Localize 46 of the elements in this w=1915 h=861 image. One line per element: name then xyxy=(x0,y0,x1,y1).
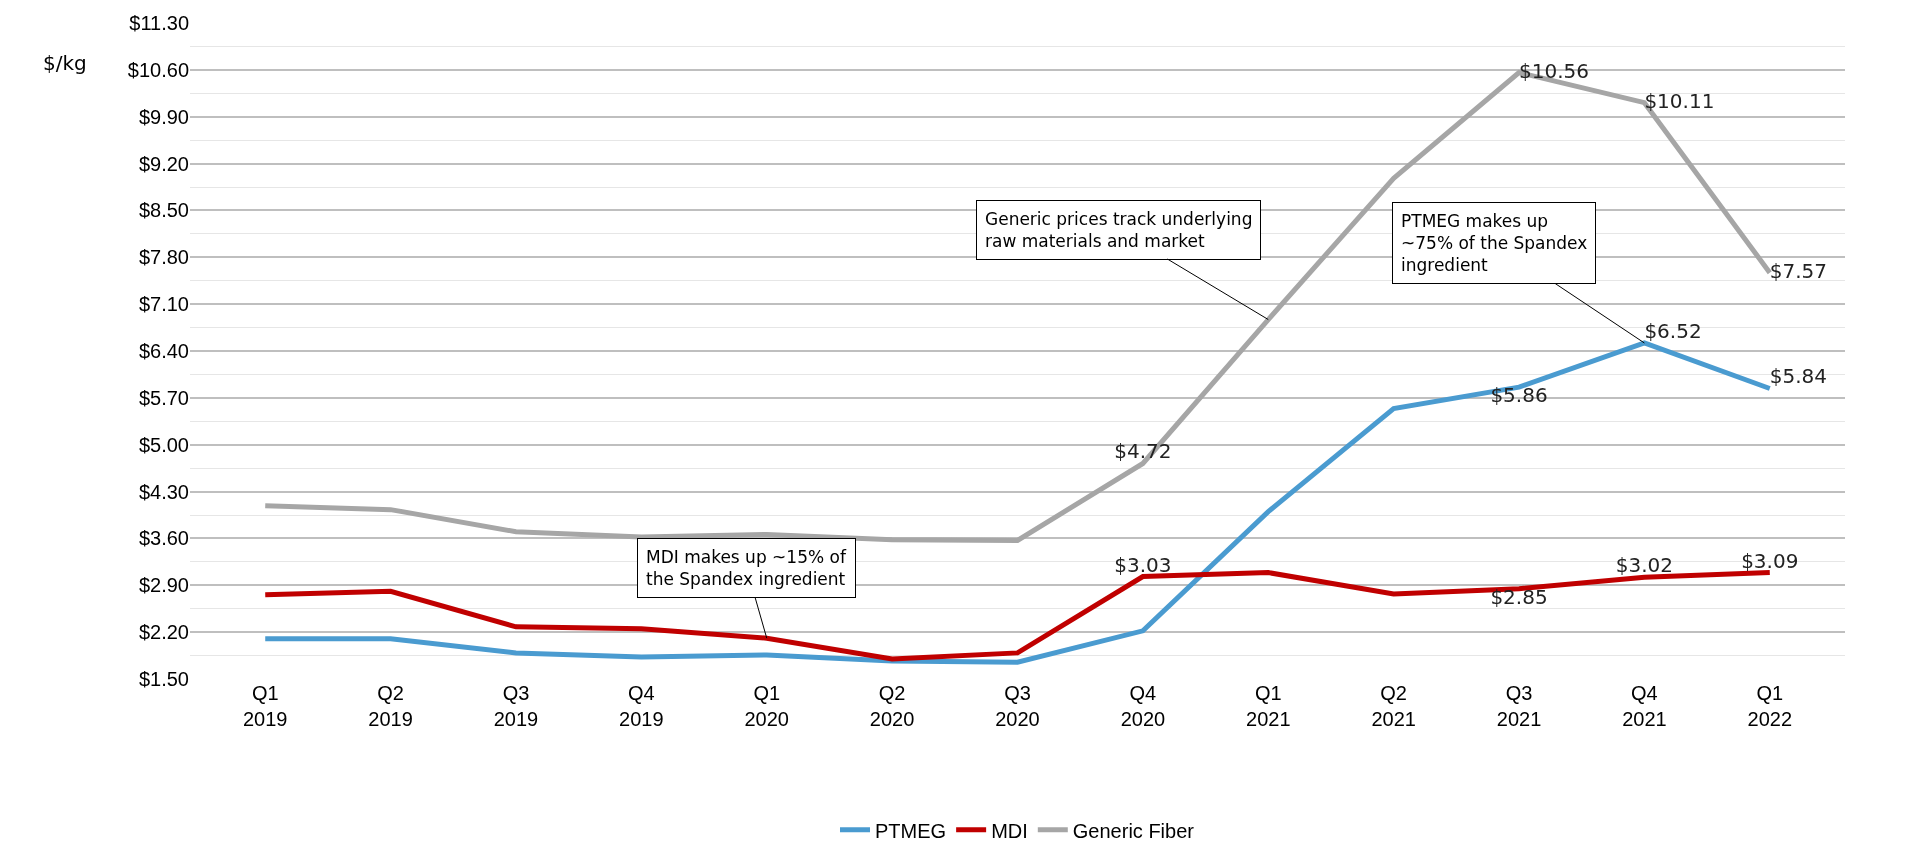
legend-label: MDI xyxy=(991,819,1028,842)
data-label: $5.86 xyxy=(1490,383,1548,408)
y-tick-label: $10.60 xyxy=(127,58,189,81)
x-tick-label: Q1 2022 xyxy=(1747,682,1793,730)
annotation: PTMEG makes up ~75% of the Spandex ingredient xyxy=(1401,211,1588,276)
x-tick-label: Q1 2019 xyxy=(242,682,288,730)
data-label: $7.57 xyxy=(1769,258,1828,283)
x-tick-label: Q1 2021 xyxy=(1246,682,1291,730)
annotation: MDI makes up ~15% of the Spandex ingredient xyxy=(646,547,847,590)
data-label: $5.84 xyxy=(1769,364,1828,389)
y-tick-label: $6.40 xyxy=(138,340,189,362)
data-label: $10.56 xyxy=(1519,58,1589,83)
y-tick-label: $1.50 xyxy=(138,668,189,690)
y-tick-label: $9.90 xyxy=(138,105,189,128)
y-tick-label: $8.50 xyxy=(138,199,189,222)
x-tick-label: Q4 2021 xyxy=(1622,682,1667,730)
data-label: $10.11 xyxy=(1644,88,1715,113)
data-label: $4.72 xyxy=(1114,439,1172,464)
x-tick-label: Q1 2020 xyxy=(744,682,789,730)
x-tick-label: Q3 2021 xyxy=(1496,682,1542,730)
y-tick-label: $2.90 xyxy=(138,574,189,597)
y-tick-label: $7.80 xyxy=(138,246,189,269)
x-tick-label: Q3 2020 xyxy=(995,682,1040,730)
y-tick-label: $2.20 xyxy=(138,621,189,644)
x-tick-label: Q2 2019 xyxy=(368,682,413,730)
data-label: $6.52 xyxy=(1644,318,1702,343)
y-axis-title: $/kg xyxy=(43,51,87,75)
y-tick-label: $3.60 xyxy=(138,527,189,550)
data-label: $3.03 xyxy=(1114,552,1172,577)
y-tick-label: $11.30 xyxy=(129,12,189,34)
x-tick-label: Q4 2020 xyxy=(1120,682,1166,730)
data-label: $2.85 xyxy=(1490,584,1548,609)
y-tick-label: $9.20 xyxy=(138,152,189,175)
y-tick-label: $7.10 xyxy=(138,293,189,316)
y-tick-label: $5.70 xyxy=(138,386,189,409)
x-tick-label: Q2 2021 xyxy=(1371,682,1416,730)
y-tick-label: $5.00 xyxy=(138,433,189,456)
x-tick-label: Q2 2020 xyxy=(869,682,915,730)
x-tick-label: Q3 2019 xyxy=(493,682,539,730)
legend-label: PTMEG xyxy=(875,819,947,842)
x-tick-label: Q4 2019 xyxy=(619,682,664,730)
data-label: $3.09 xyxy=(1741,548,1799,573)
legend-label: Generic Fiber xyxy=(1072,819,1195,842)
annotation: Generic prices track underlying raw materials and market xyxy=(985,209,1253,252)
data-label: $3.02 xyxy=(1615,553,1674,578)
y-tick-label: $4.30 xyxy=(138,480,189,503)
